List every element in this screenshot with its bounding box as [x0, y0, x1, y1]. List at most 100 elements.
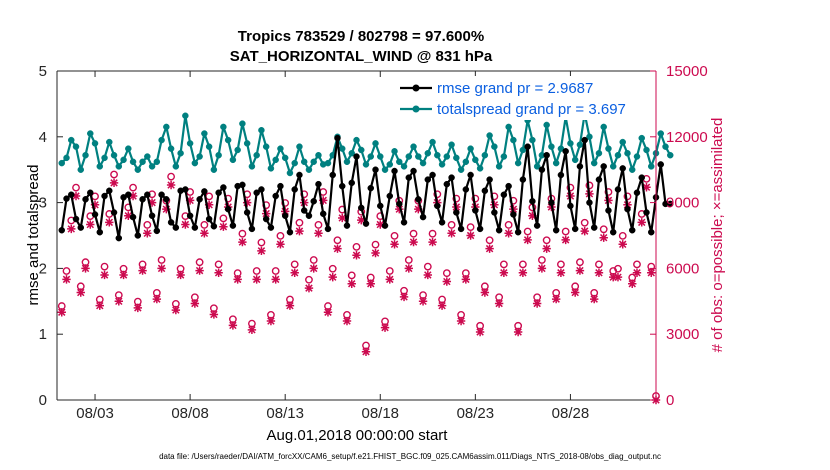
series-point: [63, 154, 70, 162]
obs-assimilated-point: [323, 308, 333, 317]
series-point: [210, 166, 218, 173]
obs-assimilated-point: [185, 196, 195, 205]
obs-possible-point: [580, 218, 589, 227]
series-point: [434, 202, 441, 210]
obs-assimilated-point: [437, 301, 447, 310]
obs-assimilated-point: [637, 218, 646, 227]
series-point: [343, 222, 351, 229]
series-point: [258, 126, 265, 134]
obs-possible-point: [523, 227, 532, 236]
obs-assimilated-point: [143, 229, 152, 238]
series-point: [438, 161, 446, 168]
x-tick-label: 08/03: [76, 405, 114, 422]
obs-assimilated-point: [166, 180, 176, 190]
obs-assimilated-point: [271, 275, 280, 284]
x-axis-label: Aug.01,2018 00:00:00 start: [267, 427, 449, 444]
series-point: [305, 212, 313, 220]
obs-assimilated-point: [238, 237, 247, 247]
y-tick-label-left: 2: [39, 260, 47, 277]
obs-possible-point: [633, 260, 641, 269]
obs-possible-point: [276, 231, 285, 240]
series-point: [448, 141, 455, 148]
chart-subtitle: SAT_HORIZONTAL_WIND @ 831 hPa: [230, 48, 493, 65]
x-tick-label: 08/08: [171, 405, 209, 422]
series-point: [224, 136, 232, 144]
obs-assimilated-point: [76, 288, 85, 297]
obs-assimilated-point: [357, 215, 366, 225]
series-point: [472, 156, 479, 164]
obs-assimilated-point: [609, 272, 618, 282]
obs-assimilated-point: [133, 303, 143, 313]
series-point: [514, 228, 522, 236]
series-point: [134, 232, 142, 239]
series-point: [552, 159, 560, 167]
obs-possible-point: [314, 221, 323, 229]
series-point: [253, 189, 260, 196]
series-point: [543, 121, 550, 129]
series-point: [315, 180, 322, 188]
series-point: [391, 167, 398, 175]
obs-assimilated-point: [647, 268, 656, 277]
obs-possible-point: [623, 192, 632, 201]
series-point: [595, 150, 603, 157]
obs-possible-point: [257, 238, 266, 247]
obs-possible-point: [409, 229, 418, 238]
obs-assimilated-point: [257, 246, 266, 256]
series-point: [115, 234, 123, 242]
obs-assimilated-point: [247, 325, 257, 335]
obs-assimilated-point: [328, 272, 337, 282]
obs-assimilated-point: [466, 231, 475, 240]
series-point: [362, 161, 370, 168]
series-point: [144, 191, 151, 198]
series-point: [324, 159, 332, 167]
series-point: [529, 198, 536, 205]
obs-assimilated-point: [532, 299, 542, 308]
legend: rmse grand pr = 2.9687 totalspread grand …: [396, 76, 652, 120]
obs-assimilated-point: [618, 240, 627, 249]
series-point: [129, 158, 137, 166]
obs-possible-point: [238, 229, 247, 238]
series-point: [358, 146, 365, 154]
series-point: [647, 228, 655, 236]
obs-assimilated-point: [276, 240, 285, 249]
series-point: [562, 148, 569, 155]
series-point: [286, 228, 294, 236]
series-point: [334, 134, 341, 142]
obs-assimilated-point: [285, 301, 295, 310]
obs-possible-point: [309, 256, 318, 264]
obs-assimilated-point: [214, 268, 223, 277]
series-point: [381, 222, 389, 229]
obs-possible-point: [328, 264, 337, 273]
series-point: [519, 176, 527, 183]
obs-assimilated-point: [642, 183, 651, 192]
series-point: [305, 166, 313, 173]
series-point: [343, 158, 351, 166]
obs-assimilated-point: [423, 270, 433, 280]
obs-assimilated-point: [100, 270, 109, 280]
obs-possible-point: [604, 188, 613, 196]
series-point: [486, 132, 493, 139]
series-point: [386, 192, 394, 200]
series-point: [110, 151, 118, 159]
obs-assimilated-point: [528, 211, 537, 220]
obs-possible-point: [252, 267, 261, 275]
obs-assimilated-point: [485, 244, 494, 253]
series-point: [657, 130, 665, 137]
series-point: [196, 196, 203, 203]
series-point: [106, 138, 113, 146]
obs-assimilated-point: [290, 268, 299, 277]
obs-assimilated-point: [447, 229, 456, 238]
series-point: [410, 143, 417, 150]
series-point: [91, 140, 99, 147]
obs-possible-point: [557, 260, 565, 269]
series-point: [243, 140, 251, 147]
series-point: [144, 153, 151, 160]
series-point: [586, 133, 593, 141]
series-point: [619, 165, 626, 172]
y-tick-label-right: 9000: [666, 195, 699, 212]
series-point: [101, 192, 108, 200]
obs-possible-point: [333, 236, 342, 245]
series-point: [120, 156, 127, 164]
series-point: [215, 189, 222, 196]
